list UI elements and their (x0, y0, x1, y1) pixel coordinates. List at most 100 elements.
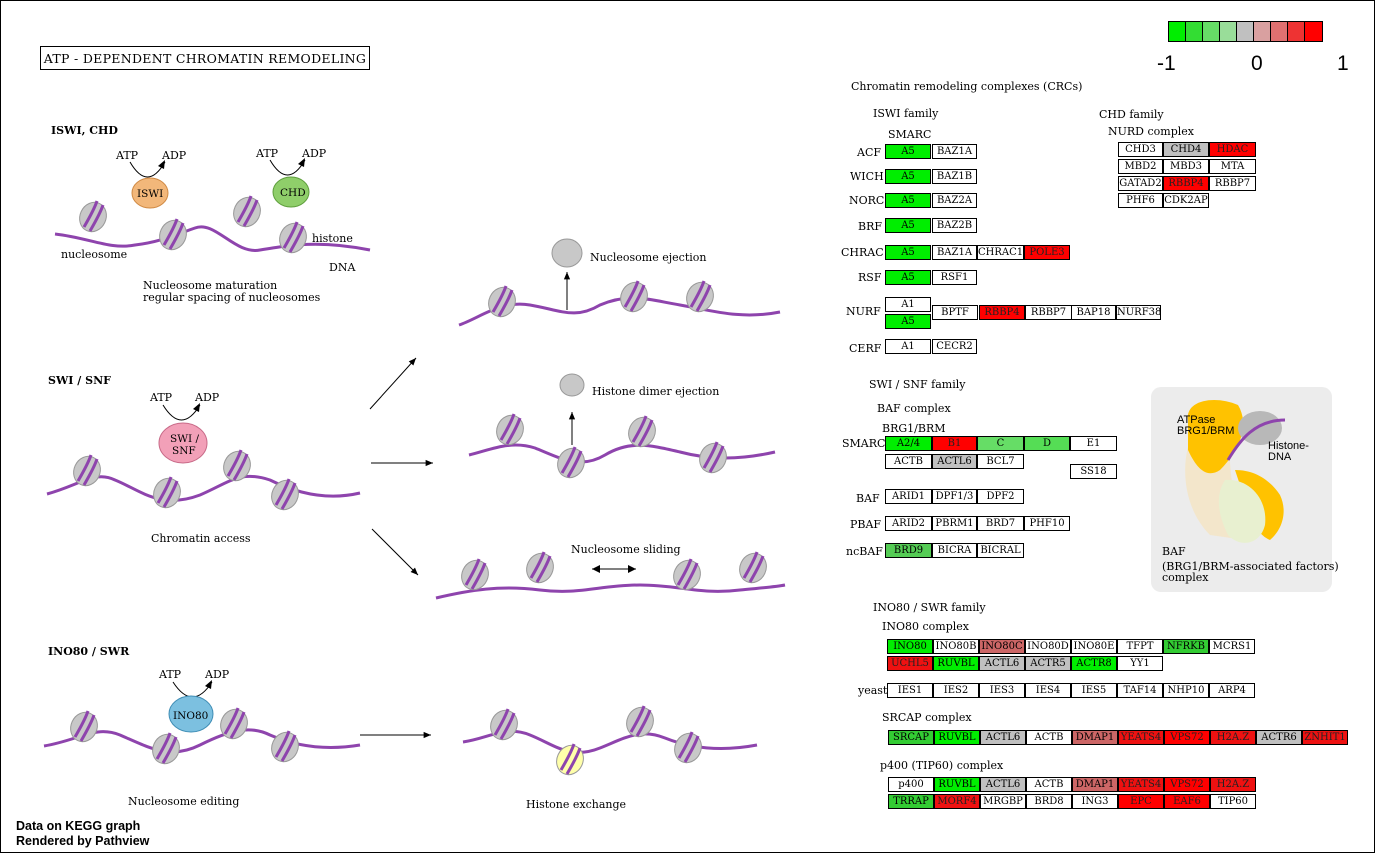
gene-box[interactable]: UCHL5 (887, 656, 933, 671)
gene-box[interactable]: RBBP4 (979, 305, 1025, 320)
gene-box[interactable]: A5 (885, 270, 931, 285)
gene-box[interactable]: SRCAP (888, 730, 934, 745)
gene-box[interactable]: MRGBP (980, 794, 1026, 809)
gene-box[interactable]: BAZ1A (932, 144, 977, 159)
gene-box[interactable]: CHD3 (1118, 142, 1163, 157)
gene-box[interactable]: RUVBL (933, 656, 979, 671)
gene-box[interactable]: B1 (932, 436, 977, 451)
gene-box[interactable]: IES2 (933, 683, 979, 698)
gene-box[interactable]: YY1 (1117, 656, 1163, 671)
gene-box[interactable]: PBRM1 (932, 516, 977, 531)
gene-box[interactable]: H2A.Z (1210, 730, 1256, 745)
gene-box[interactable]: ACTR5 (1025, 656, 1071, 671)
gene-box[interactable]: RBBP7 (1209, 176, 1256, 191)
gene-box[interactable]: MBD2 (1118, 159, 1163, 174)
gene-box[interactable]: ARP4 (1209, 683, 1255, 698)
gene-box[interactable]: RSF1 (932, 270, 977, 285)
gene-box[interactable]: IES3 (979, 683, 1025, 698)
gene-box[interactable]: MORF4 (934, 794, 980, 809)
gene-box[interactable]: D (1024, 436, 1070, 451)
gene-box[interactable]: TAF14 (1117, 683, 1163, 698)
gene-box[interactable]: RUVBL (934, 730, 980, 745)
gene-box[interactable]: A5 (885, 245, 931, 260)
gene-box[interactable]: CECR2 (932, 339, 977, 354)
gene-box[interactable]: NFRKB (1163, 639, 1209, 654)
gene-box[interactable]: IES4 (1025, 683, 1071, 698)
gene-box[interactable]: ACTB (1026, 730, 1072, 745)
gene-box[interactable]: CDK2AP (1163, 193, 1209, 208)
gene-box[interactable]: HDAC (1209, 142, 1256, 157)
gene-box[interactable]: PHF10 (1024, 516, 1070, 531)
gene-box[interactable]: BAZ1A (932, 245, 977, 260)
gene-box[interactable]: INO80B (933, 639, 979, 654)
gene-box[interactable]: BCL7 (977, 454, 1024, 469)
gene-box[interactable]: C (977, 436, 1024, 451)
gene-box[interactable]: A1 (885, 297, 931, 312)
gene-box[interactable]: ARID1 (885, 489, 932, 504)
gene-box[interactable]: DMAP1 (1072, 730, 1118, 745)
gene-box[interactable]: A5 (885, 169, 931, 184)
gene-box[interactable]: H2A.Z (1210, 777, 1256, 792)
gene-box[interactable]: DPF2 (977, 489, 1024, 504)
gene-box[interactable]: YEATS4 (1118, 730, 1164, 745)
gene-box[interactable]: BICRA (932, 543, 977, 558)
gene-box[interactable]: INO80C (979, 639, 1025, 654)
gene-box[interactable]: MCRS1 (1209, 639, 1255, 654)
gene-box[interactable]: ING3 (1072, 794, 1118, 809)
gene-box[interactable]: p400 (888, 777, 934, 792)
gene-box[interactable]: BAZ1B (932, 169, 977, 184)
gene-box[interactable]: RBBP4 (1163, 176, 1209, 191)
gene-box[interactable]: SS18 (1070, 464, 1117, 479)
gene-box[interactable]: YEATS4 (1118, 777, 1164, 792)
gene-box[interactable]: ACTL6 (980, 777, 1026, 792)
gene-box[interactable]: TIP60 (1210, 794, 1256, 809)
gene-box[interactable]: BRD8 (1026, 794, 1072, 809)
gene-box[interactable]: VPS72 (1164, 777, 1210, 792)
gene-box[interactable]: BAZ2A (932, 193, 977, 208)
gene-box[interactable]: INO80E (1071, 639, 1117, 654)
gene-box[interactable]: A5 (885, 144, 931, 159)
gene-box[interactable]: CHD4 (1163, 142, 1209, 157)
gene-box[interactable]: MBD3 (1163, 159, 1209, 174)
gene-box[interactable]: MTA (1209, 159, 1256, 174)
gene-box[interactable]: DMAP1 (1072, 777, 1118, 792)
gene-box[interactable]: E1 (1070, 436, 1117, 451)
gene-box[interactable]: ACTB (885, 454, 932, 469)
gene-box[interactable]: BAP18 (1071, 305, 1116, 320)
gene-box[interactable]: DPF1/3 (932, 489, 977, 504)
gene-box[interactable]: PHF6 (1118, 193, 1163, 208)
gene-box[interactable]: EPC (1118, 794, 1164, 809)
gene-box[interactable]: A1 (885, 339, 931, 354)
gene-box[interactable]: VPS72 (1164, 730, 1210, 745)
gene-box[interactable]: ACTR8 (1071, 656, 1117, 671)
gene-box[interactable]: IES5 (1071, 683, 1117, 698)
gene-box[interactable]: TFPT (1117, 639, 1163, 654)
gene-box[interactable]: A5 (885, 218, 931, 233)
gene-box[interactable]: TRRAP (888, 794, 934, 809)
gene-box[interactable]: POLE3 (1024, 245, 1070, 260)
gene-box[interactable]: BPTF (932, 305, 978, 320)
gene-box[interactable]: BRD7 (977, 516, 1024, 531)
gene-box[interactable]: A2/4 (885, 436, 932, 451)
gene-box[interactable]: BRD9 (885, 543, 932, 558)
gene-box[interactable]: ACTR6 (1256, 730, 1302, 745)
gene-box[interactable]: CHRAC1 (977, 245, 1024, 260)
gene-box[interactable]: INO80 (887, 639, 933, 654)
gene-box[interactable]: BICRAL (977, 543, 1024, 558)
gene-box[interactable]: ARID2 (885, 516, 932, 531)
gene-box[interactable]: ACTL6 (932, 454, 977, 469)
gene-box[interactable]: GATAD2 (1118, 176, 1163, 191)
gene-box[interactable]: NHP10 (1163, 683, 1209, 698)
gene-box[interactable]: ACTL6 (979, 656, 1025, 671)
gene-box[interactable]: RUVBL (934, 777, 980, 792)
gene-box[interactable]: A5 (885, 314, 931, 329)
gene-box[interactable]: IES1 (887, 683, 933, 698)
gene-box[interactable]: A5 (885, 193, 931, 208)
gene-box[interactable]: BAZ2B (932, 218, 977, 233)
gene-box[interactable]: INO80D (1025, 639, 1071, 654)
gene-box[interactable]: EAF6 (1164, 794, 1210, 809)
gene-box[interactable]: ACTL6 (980, 730, 1026, 745)
gene-box[interactable]: NURF38 (1116, 305, 1161, 320)
gene-box[interactable]: ZNHIT1 (1302, 730, 1348, 745)
gene-box[interactable]: ACTB (1026, 777, 1072, 792)
